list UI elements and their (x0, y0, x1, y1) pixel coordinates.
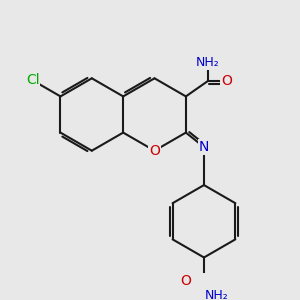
Text: NH₂: NH₂ (205, 289, 229, 300)
Text: O: O (180, 274, 191, 288)
Text: N: N (199, 140, 209, 154)
Text: Cl: Cl (26, 74, 40, 88)
Text: NH₂: NH₂ (196, 56, 220, 69)
Text: O: O (149, 144, 160, 158)
Text: O: O (221, 74, 232, 88)
